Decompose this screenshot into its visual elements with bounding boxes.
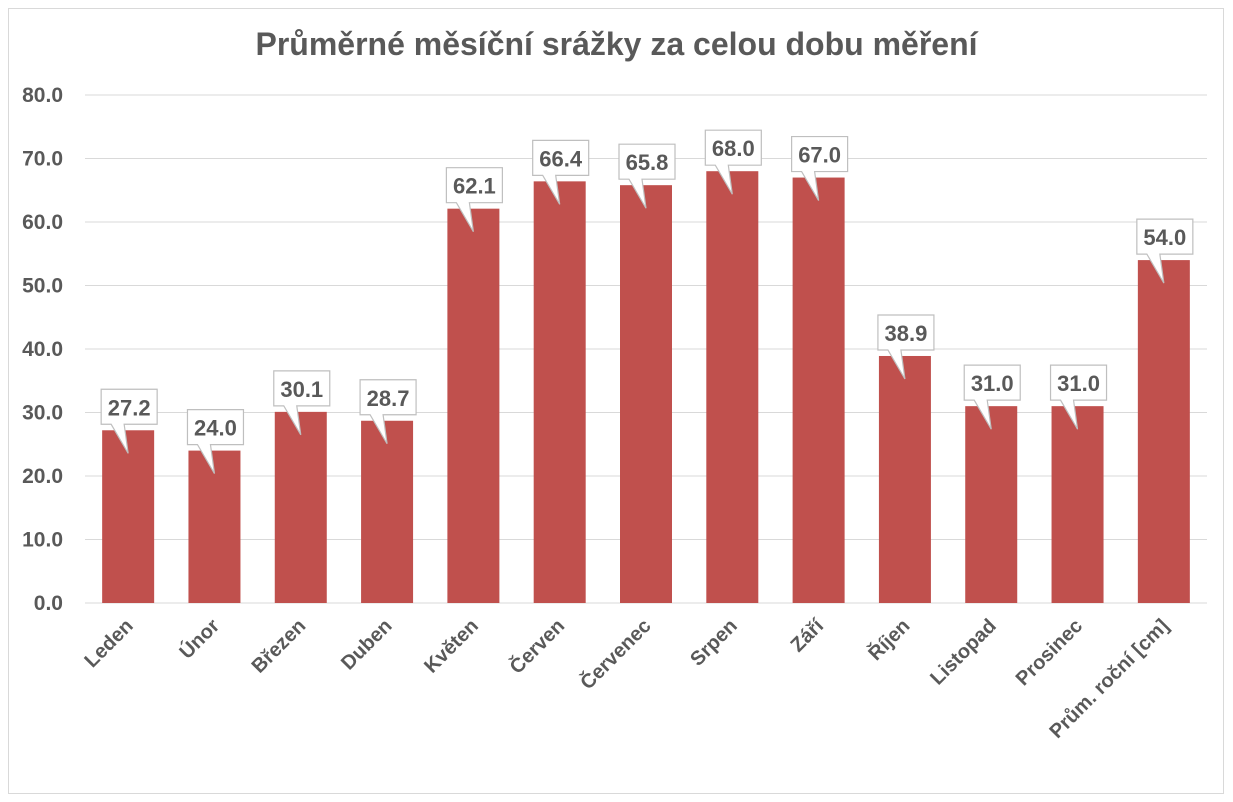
data-label-callout — [273, 370, 331, 436]
data-label-callout — [963, 364, 1021, 430]
x-category-label: Listopad — [926, 615, 1000, 689]
x-category-label: Březen — [248, 615, 311, 678]
data-label: 28.7 — [367, 386, 410, 411]
bar — [620, 185, 672, 604]
data-label-callout — [791, 135, 849, 201]
bar — [102, 430, 155, 603]
data-label-callout — [186, 409, 245, 474]
bar — [533, 181, 586, 604]
y-tick-label: 50.0 — [22, 275, 63, 298]
bar — [1051, 406, 1104, 603]
x-category-label: Prosinec — [1012, 615, 1087, 690]
data-label: 67.0 — [798, 143, 841, 168]
chart-title: Průměrné měsíční srážky za celou dobu mě… — [255, 26, 978, 62]
y-tick-label: 10.0 — [22, 529, 63, 552]
y-tick-label: 80.0 — [22, 84, 63, 107]
x-category-label: Leden — [80, 615, 137, 672]
bar — [361, 420, 414, 603]
data-label-callout — [100, 388, 158, 454]
data-label-callout — [445, 167, 503, 232]
data-label-callout — [618, 143, 676, 209]
bar — [878, 355, 931, 603]
x-category-label: Květen — [420, 615, 483, 678]
y-tick-label: 60.0 — [22, 211, 63, 234]
bar — [706, 171, 759, 603]
y-tick-label: 70.0 — [22, 148, 63, 171]
bar — [274, 411, 327, 603]
x-category-label: Červen — [504, 614, 569, 679]
data-label: 62.1 — [453, 174, 496, 199]
data-label: 30.1 — [280, 377, 323, 402]
y-tick-label: 30.0 — [22, 402, 63, 425]
x-category-label: Září — [787, 614, 830, 657]
bar — [792, 177, 845, 604]
data-label: 54.0 — [1143, 225, 1186, 250]
x-category-label: Srpen — [686, 615, 742, 671]
data-label: 68.0 — [712, 136, 755, 161]
y-tick-label: 40.0 — [22, 338, 63, 361]
data-label-callout — [359, 379, 417, 445]
y-tick-label: 0.0 — [34, 592, 63, 615]
data-label-callout — [877, 314, 935, 380]
chart-frame — [8, 8, 1224, 794]
x-category-label: Duben — [337, 615, 397, 675]
data-label: 31.0 — [1057, 371, 1100, 396]
data-label: 38.9 — [885, 321, 928, 346]
data-label: 66.4 — [539, 146, 583, 171]
data-label-callout — [704, 129, 762, 195]
data-label: 31.0 — [971, 371, 1014, 396]
data-label: 65.8 — [626, 150, 669, 175]
bar — [447, 208, 500, 604]
x-category-label: Únor — [174, 613, 224, 663]
bar — [188, 450, 241, 603]
data-label-callout — [1136, 218, 1194, 284]
data-label: 27.2 — [108, 395, 151, 420]
data-label: 24.0 — [194, 416, 237, 441]
y-tick-label: 20.0 — [22, 465, 63, 488]
bar — [965, 406, 1018, 603]
x-category-label: Červenec — [575, 614, 656, 695]
data-label-callout — [532, 139, 590, 205]
bar — [1137, 260, 1190, 603]
data-label-callout — [1049, 364, 1108, 430]
x-category-label: Říjen — [863, 614, 915, 666]
